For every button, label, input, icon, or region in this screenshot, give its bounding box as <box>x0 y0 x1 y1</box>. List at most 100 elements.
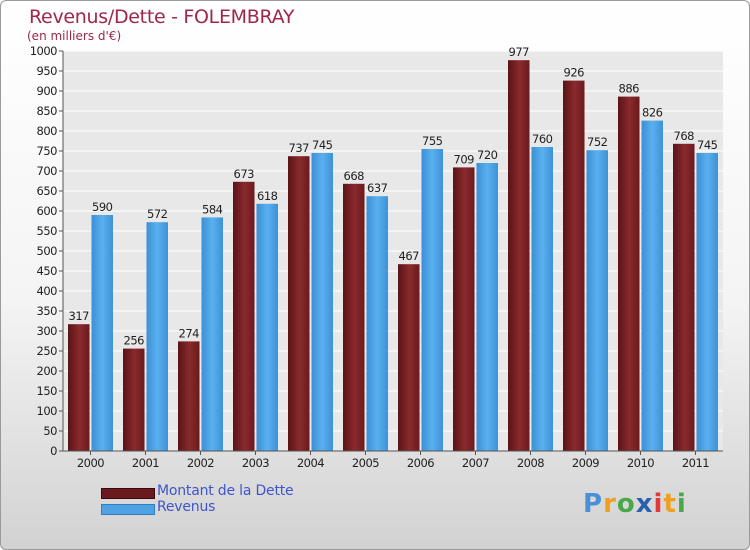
y-tick-label: 750 <box>37 144 58 158</box>
y-tick-label: 700 <box>37 164 58 178</box>
data-label: 977 <box>509 45 530 59</box>
x-tick-label: 2007 <box>462 456 489 470</box>
logo-letter: i <box>653 489 664 519</box>
bar-revenus <box>311 153 333 451</box>
data-label: 745 <box>312 138 333 152</box>
bar-dette <box>563 80 585 451</box>
data-label: 926 <box>564 66 585 80</box>
data-label: 745 <box>697 138 718 152</box>
data-label: 668 <box>344 169 365 183</box>
logo-letter: i <box>676 489 687 519</box>
y-tick-label: 1000 <box>30 44 57 58</box>
y-tick-label: 150 <box>37 384 58 398</box>
y-tick-label: 650 <box>37 184 58 198</box>
data-label: 826 <box>642 106 663 120</box>
y-tick-label: 800 <box>37 124 58 138</box>
bar-dette <box>508 60 530 451</box>
x-tick-label: 2003 <box>242 456 269 470</box>
data-label: 673 <box>234 167 255 181</box>
data-label: 637 <box>367 181 388 195</box>
data-label: 572 <box>147 207 168 221</box>
y-tick-label: 850 <box>37 104 58 118</box>
x-tick-label: 2001 <box>132 456 159 470</box>
bar-revenus <box>146 222 168 451</box>
chart-subtitle: (en milliers d'€) <box>27 29 122 43</box>
bar-revenus <box>531 147 553 451</box>
data-label: 768 <box>674 129 695 143</box>
bar-dette <box>288 156 310 451</box>
data-label: 274 <box>179 326 200 340</box>
y-tick-label: 550 <box>37 224 58 238</box>
data-label: 256 <box>124 334 145 348</box>
logo-letter: x <box>635 489 654 519</box>
y-tick-label: 600 <box>37 204 58 218</box>
bar-dette <box>178 341 200 451</box>
bar-dette <box>618 96 640 451</box>
y-tick-label: 450 <box>37 264 58 278</box>
y-tick-label: 900 <box>37 84 58 98</box>
bar-revenus <box>256 203 278 451</box>
x-tick-label: 2002 <box>187 456 214 470</box>
bar-dette <box>233 181 255 452</box>
y-tick-label: 200 <box>37 364 58 378</box>
bar-dette <box>343 183 365 452</box>
y-tick-label: 250 <box>37 344 58 358</box>
x-tick-label: 2006 <box>407 456 434 470</box>
data-label: 590 <box>92 200 113 214</box>
bar-revenus <box>476 163 498 451</box>
legend-label-dette: Montant de la Dette <box>157 483 294 499</box>
y-tick-label: 500 <box>37 244 58 258</box>
legend-swatch-dette <box>101 488 155 499</box>
proxiti-logo: Proxiti <box>583 489 687 519</box>
bar-dette <box>123 348 145 451</box>
bar-revenus <box>91 215 113 451</box>
legend-label-revenus: Revenus <box>157 499 216 515</box>
x-tick-label: 2010 <box>627 456 654 470</box>
legend-item-dette: Montant de la Dette <box>101 483 401 502</box>
y-tick-label: 0 <box>50 444 57 458</box>
x-tick-label: 2009 <box>572 456 599 470</box>
bar-revenus <box>586 150 608 451</box>
y-tick-label: 300 <box>37 324 58 338</box>
logo-letter: r <box>603 489 617 519</box>
data-label: 760 <box>532 132 553 146</box>
data-label: 755 <box>422 134 443 148</box>
bar-dette <box>673 143 695 452</box>
data-label: 720 <box>477 148 498 162</box>
x-tick-label: 2000 <box>77 456 104 470</box>
y-tick-label: 950 <box>37 64 58 78</box>
data-label: 467 <box>399 249 420 263</box>
logo-letter: P <box>583 489 604 519</box>
data-label: 886 <box>619 82 640 96</box>
data-label: 737 <box>289 141 310 155</box>
x-axis: 2000 2001 2002 2003 2004 2005 2006 2007 2008 2009… <box>63 450 723 470</box>
logo-letter: o <box>616 489 636 519</box>
bar-revenus <box>201 217 223 451</box>
bar-dette <box>398 264 420 451</box>
bar-revenus <box>641 120 663 451</box>
logo-letter: t <box>663 489 677 519</box>
bar-revenus <box>366 196 388 451</box>
x-tick-label: 2005 <box>352 456 379 470</box>
bar-dette <box>68 324 90 451</box>
data-label: 709 <box>454 152 475 166</box>
x-tick-label: 2004 <box>297 456 324 470</box>
legend-swatch-revenus <box>101 504 155 515</box>
bar-dette <box>453 167 475 451</box>
y-axis: 0 50 100 150 200 250 300 350 400 450 500 550 600 650 7… <box>30 44 64 458</box>
x-tick-label: 2008 <box>517 456 544 470</box>
x-tick-label: 2011 <box>682 456 709 470</box>
y-tick-label: 400 <box>37 284 58 298</box>
bar-revenus <box>421 149 443 451</box>
grid-lines <box>63 50 723 452</box>
legend-item-revenus: Revenus <box>101 499 401 518</box>
y-tick-label: 100 <box>37 404 58 418</box>
bars <box>68 60 718 452</box>
y-tick-label: 50 <box>43 424 57 438</box>
chart-title: Revenus/Dette - FOLEMBRAY <box>29 6 295 28</box>
y-tick-label: 350 <box>37 304 58 318</box>
data-label: 584 <box>202 202 223 216</box>
